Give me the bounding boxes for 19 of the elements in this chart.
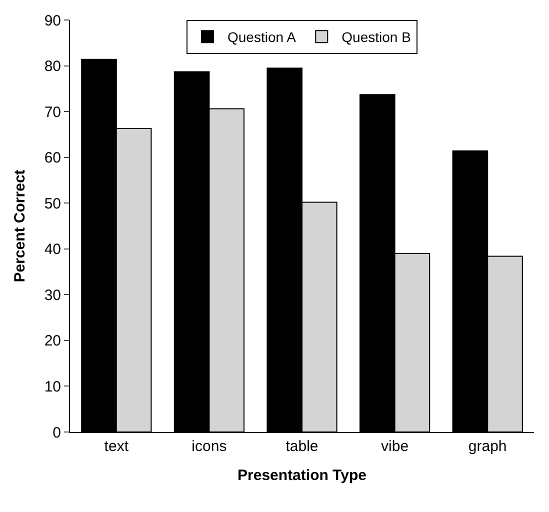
x-tick-label: vibe — [381, 438, 409, 455]
y-tick-label: 20 — [44, 332, 61, 350]
legend-label: Question A — [228, 29, 297, 46]
y-tick-label: 10 — [44, 378, 61, 396]
x-axis-title: Presentation Type — [238, 467, 366, 484]
legend-label: Question B — [342, 29, 411, 46]
x-tick-label: text — [104, 438, 130, 455]
y-tick-label: 40 — [44, 241, 61, 258]
y-tick-label: 60 — [44, 150, 61, 167]
x-tick-label: icons — [192, 438, 227, 455]
y-tick-label: 90 — [44, 12, 61, 30]
y-tick-label: 80 — [44, 58, 61, 76]
x-tick-label: graph — [468, 438, 507, 455]
y-tick-label: 30 — [44, 286, 61, 304]
y-tick-label: 50 — [44, 195, 61, 212]
x-tick-label: table — [286, 438, 318, 455]
y-tick-label: 70 — [44, 104, 61, 121]
y-axis-title: Percent Correct — [12, 170, 29, 282]
y-tick-label: 0 — [52, 424, 61, 442]
